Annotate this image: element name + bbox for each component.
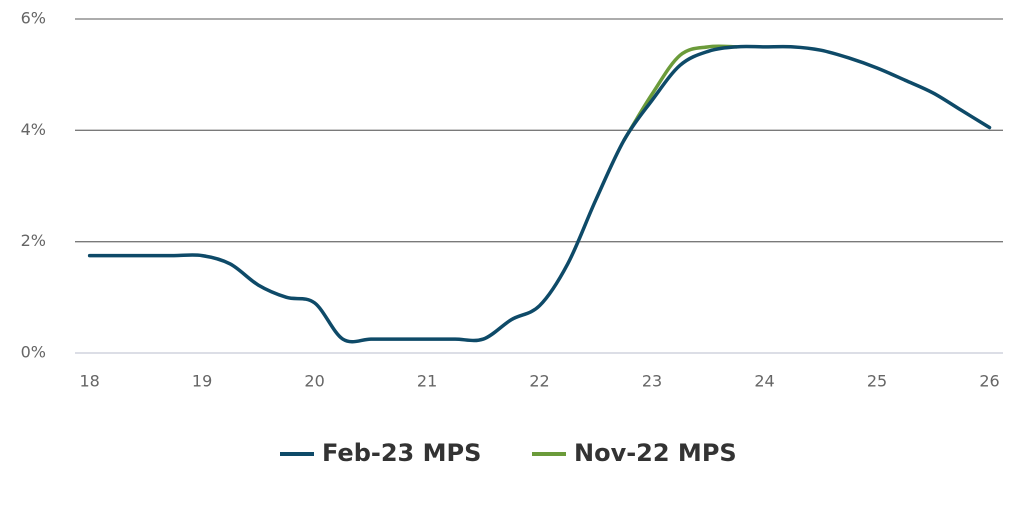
x-tick-label: 22 bbox=[529, 372, 549, 391]
series-line bbox=[622, 44, 739, 143]
x-tick-label: 19 bbox=[192, 372, 212, 391]
x-tick-label: 24 bbox=[754, 372, 774, 391]
legend-label: Feb-23 MPS bbox=[322, 439, 481, 467]
x-tick-label: 26 bbox=[979, 372, 999, 391]
x-tick-label: 21 bbox=[417, 372, 437, 391]
series-line bbox=[87, 44, 992, 344]
x-tick-label: 23 bbox=[642, 372, 662, 391]
legend-label: Nov-22 MPS bbox=[574, 439, 737, 467]
y-tick-label: 2% bbox=[21, 231, 46, 250]
x-tick-label: 25 bbox=[867, 372, 887, 391]
y-tick-label: 6% bbox=[21, 9, 46, 28]
y-tick-label: 0% bbox=[21, 343, 46, 362]
y-tick-label: 4% bbox=[21, 120, 46, 139]
x-tick-label: 18 bbox=[79, 372, 99, 391]
x-tick-label: 20 bbox=[304, 372, 324, 391]
